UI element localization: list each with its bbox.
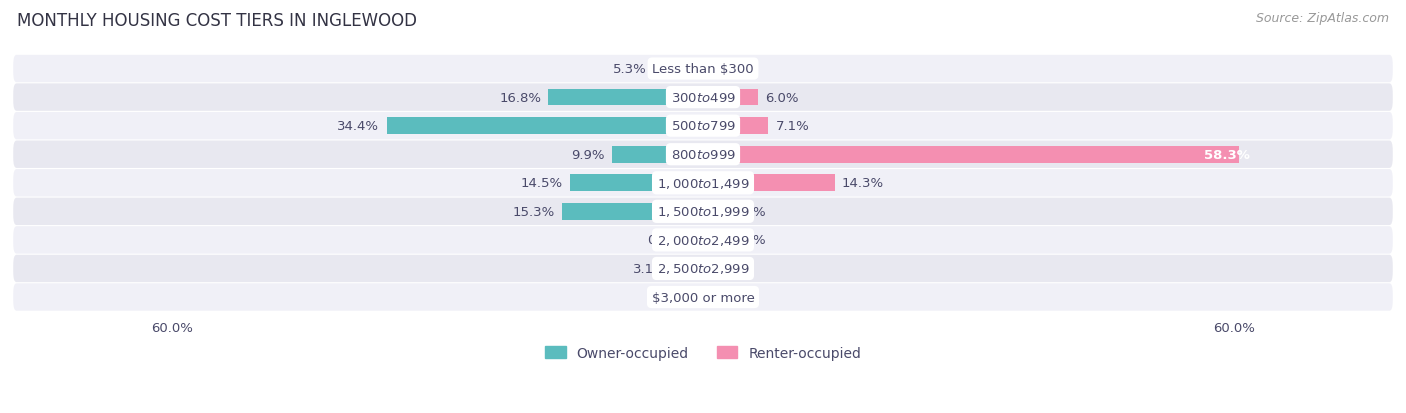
FancyBboxPatch shape	[13, 170, 1393, 197]
Text: MONTHLY HOUSING COST TIERS IN INGLEWOOD: MONTHLY HOUSING COST TIERS IN INGLEWOOD	[17, 12, 416, 30]
Text: $800 to $999: $800 to $999	[671, 148, 735, 161]
FancyBboxPatch shape	[13, 227, 1393, 254]
Text: Less than $300: Less than $300	[652, 63, 754, 76]
Text: 7.1%: 7.1%	[776, 120, 810, 133]
Bar	[703, 147, 1239, 163]
Text: Source: ZipAtlas.com: Source: ZipAtlas.com	[1256, 12, 1389, 25]
Bar	[654, 61, 703, 78]
Text: $1,500 to $1,999: $1,500 to $1,999	[657, 205, 749, 219]
Bar	[548, 90, 703, 106]
Bar	[703, 232, 725, 249]
Text: $2,000 to $2,499: $2,000 to $2,499	[657, 233, 749, 247]
Legend: Owner-occupied, Renter-occupied: Owner-occupied, Renter-occupied	[538, 340, 868, 366]
Text: 0.76%: 0.76%	[647, 234, 689, 247]
Bar	[703, 118, 768, 135]
Text: 6.0%: 6.0%	[765, 91, 799, 104]
Text: 16.8%: 16.8%	[499, 91, 541, 104]
Text: 0.0%: 0.0%	[710, 291, 744, 304]
Text: 0.0%: 0.0%	[710, 63, 744, 76]
Text: 3.1%: 3.1%	[633, 262, 666, 275]
Text: 2.4%: 2.4%	[733, 234, 766, 247]
FancyBboxPatch shape	[13, 56, 1393, 83]
Text: 9.9%: 9.9%	[571, 148, 605, 161]
Text: 34.4%: 34.4%	[337, 120, 380, 133]
Text: $300 to $499: $300 to $499	[671, 91, 735, 104]
Text: 15.3%: 15.3%	[513, 205, 555, 218]
Bar	[612, 147, 703, 163]
FancyBboxPatch shape	[13, 141, 1393, 169]
Text: 5.3%: 5.3%	[613, 63, 647, 76]
FancyBboxPatch shape	[13, 284, 1393, 311]
Text: $2,500 to $2,999: $2,500 to $2,999	[657, 262, 749, 276]
FancyBboxPatch shape	[13, 255, 1393, 282]
Text: 14.5%: 14.5%	[520, 177, 562, 190]
Bar	[696, 232, 703, 249]
Bar	[562, 204, 703, 220]
Text: 58.3%: 58.3%	[1205, 148, 1250, 161]
Text: $1,000 to $1,499: $1,000 to $1,499	[657, 176, 749, 190]
Text: 0.0%: 0.0%	[662, 291, 696, 304]
Text: $500 to $799: $500 to $799	[671, 120, 735, 133]
Bar	[675, 261, 703, 277]
FancyBboxPatch shape	[13, 113, 1393, 140]
Text: 14.3%: 14.3%	[842, 177, 884, 190]
FancyBboxPatch shape	[13, 84, 1393, 112]
Bar	[703, 175, 835, 192]
Text: $3,000 or more: $3,000 or more	[651, 291, 755, 304]
Bar	[569, 175, 703, 192]
Bar	[387, 118, 703, 135]
Bar	[703, 90, 758, 106]
Text: 0.0%: 0.0%	[710, 262, 744, 275]
Bar	[703, 204, 725, 220]
Text: 2.4%: 2.4%	[733, 205, 766, 218]
FancyBboxPatch shape	[13, 198, 1393, 225]
Text: 60.0%: 60.0%	[152, 321, 193, 335]
Text: 60.0%: 60.0%	[1213, 321, 1254, 335]
